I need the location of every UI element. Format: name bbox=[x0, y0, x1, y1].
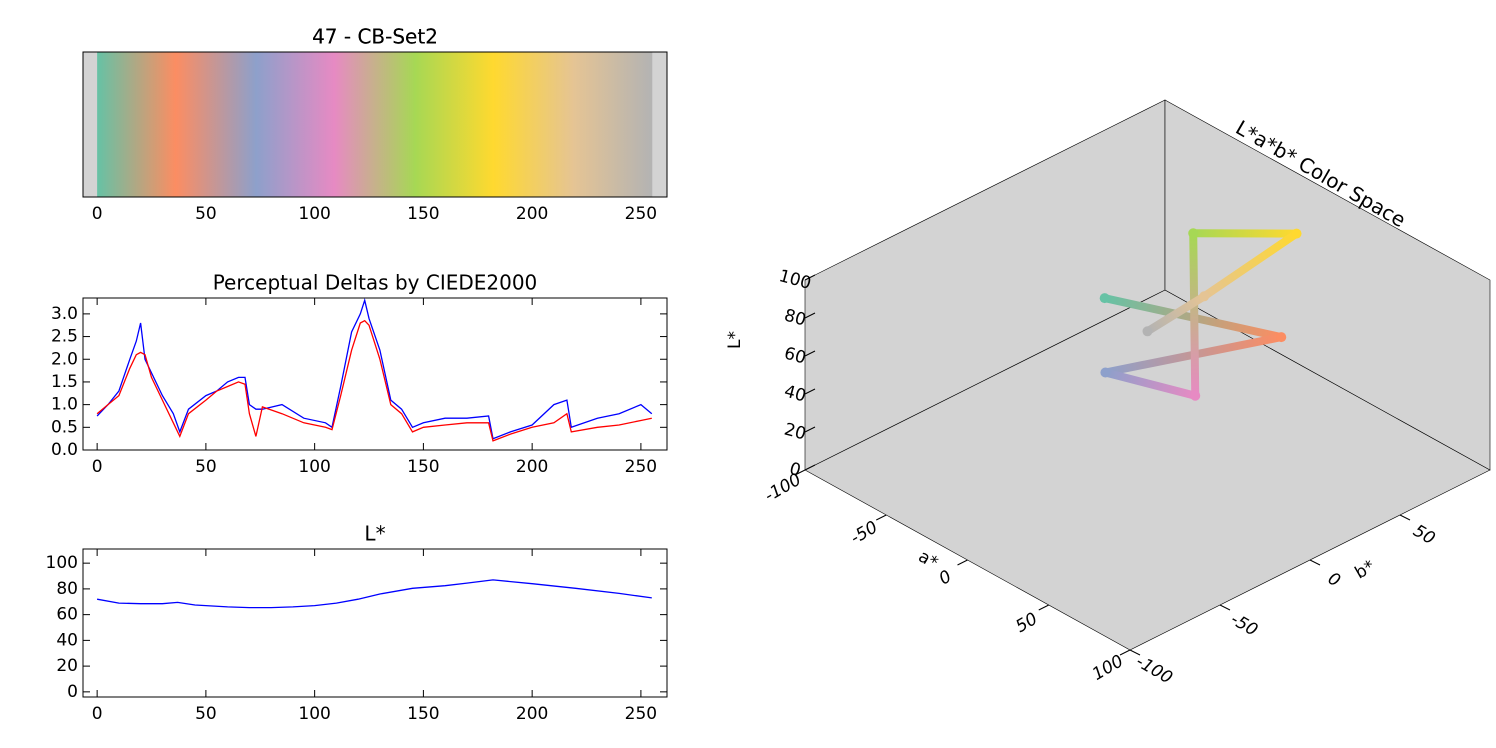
wall-pane bbox=[1164, 99, 1491, 471]
x-tick-label: 0 bbox=[936, 567, 955, 590]
x-tick bbox=[1119, 649, 1131, 656]
x-tick-label: 50 bbox=[195, 457, 217, 477]
x-tick-label: 50 bbox=[1012, 609, 1041, 637]
gradient-segment bbox=[97, 52, 176, 197]
z-tick bbox=[804, 312, 816, 319]
gradient-segment bbox=[414, 52, 494, 197]
x-tick-label: 0 bbox=[92, 204, 103, 224]
y-tick bbox=[1219, 604, 1231, 611]
y-tick-label: 1.0 bbox=[51, 395, 78, 415]
z-tick-label: 40 bbox=[782, 382, 808, 407]
color-point bbox=[1190, 390, 1201, 401]
x-tick-label: 250 bbox=[625, 457, 657, 477]
y-tick-label: 0 bbox=[67, 682, 78, 702]
y-tick-label: 0.0 bbox=[51, 440, 78, 460]
color-point bbox=[1100, 367, 1111, 378]
gradient-segment bbox=[492, 52, 574, 197]
y-axis-label: b* bbox=[1352, 557, 1379, 584]
line-series bbox=[96, 297, 653, 440]
x-tick-label: 200 bbox=[516, 704, 548, 724]
y-tick-label: 2.0 bbox=[51, 349, 78, 369]
x-tick-label: 100 bbox=[1089, 651, 1127, 685]
x-tick bbox=[794, 469, 806, 476]
chart-title: L* bbox=[364, 522, 385, 546]
x-tick-label: -50 bbox=[847, 517, 881, 548]
y-tick-label: 0.5 bbox=[51, 417, 78, 437]
z-tick bbox=[804, 464, 816, 471]
x-tick-label: 50 bbox=[195, 204, 217, 224]
x-tick-label: 250 bbox=[625, 204, 657, 224]
plot-frame bbox=[82, 548, 668, 698]
y-tick bbox=[1399, 514, 1411, 521]
x-tick-label: 150 bbox=[407, 204, 439, 224]
z-tick bbox=[804, 350, 816, 357]
z-tick-label: 0 bbox=[787, 459, 803, 481]
plot-frame bbox=[82, 51, 668, 198]
chart-title: 47 - CB-Set2 bbox=[312, 25, 438, 49]
line-series bbox=[96, 319, 652, 442]
z-tick bbox=[804, 426, 816, 433]
color-point bbox=[1188, 228, 1199, 239]
z-tick-label: 80 bbox=[782, 306, 808, 331]
y-tick-label: 40 bbox=[56, 630, 78, 650]
y-tick-label: 0 bbox=[1324, 569, 1343, 592]
z-tick-label: 100 bbox=[777, 266, 814, 294]
x-tick-label: 100 bbox=[298, 204, 330, 224]
z-tick bbox=[804, 274, 816, 281]
color-point bbox=[1291, 228, 1302, 239]
path-segment bbox=[1200, 229, 1301, 301]
path-segment bbox=[1101, 368, 1200, 400]
x-tick bbox=[1038, 604, 1049, 611]
y-tick-label: -50 bbox=[1227, 609, 1261, 640]
chart-title: 47 - CB-Set2 bbox=[312, 25, 438, 49]
x-tick-label: 200 bbox=[516, 457, 548, 477]
y-tick-label: 80 bbox=[56, 579, 78, 599]
chart-title: Perceptual Deltas by CIEDE2000 bbox=[213, 271, 538, 295]
x-tick-label: 150 bbox=[407, 457, 439, 477]
y-tick-label: 3.0 bbox=[51, 304, 78, 324]
y-tick-label: -100 bbox=[1132, 652, 1175, 689]
x-tick-label: 50 bbox=[195, 704, 217, 724]
line-series bbox=[96, 579, 652, 609]
color-point bbox=[1099, 293, 1110, 304]
y-tick bbox=[1309, 559, 1321, 566]
x-tick-label: 200 bbox=[516, 204, 548, 224]
gradient-segment bbox=[334, 52, 416, 197]
color-point bbox=[1276, 332, 1287, 343]
color-point bbox=[1142, 326, 1153, 337]
z-axis-label: L* bbox=[725, 331, 745, 349]
z-tick-label: 60 bbox=[782, 344, 808, 369]
x-tick-label: 250 bbox=[625, 704, 657, 724]
x-tick-label: 100 bbox=[298, 457, 330, 477]
z-tick bbox=[804, 388, 816, 395]
y-tick-label: 50 bbox=[1410, 521, 1439, 549]
plot-frame bbox=[82, 297, 668, 451]
x-tick-label: 100 bbox=[298, 704, 330, 724]
path-segment bbox=[1143, 292, 1209, 336]
x-axis-label: a* bbox=[915, 547, 941, 574]
y-tick-label: 60 bbox=[56, 605, 78, 625]
y-tick-label: 100 bbox=[46, 553, 78, 573]
y-tick-label: 2.5 bbox=[51, 327, 78, 347]
gradient-segment bbox=[573, 52, 653, 197]
x-tick bbox=[876, 514, 887, 521]
gradient-segment bbox=[255, 52, 335, 197]
x-tick-label: 0 bbox=[92, 704, 103, 724]
y-tick-label: 20 bbox=[56, 656, 78, 676]
x-tick-label: 0 bbox=[92, 457, 103, 477]
x-tick-label: 150 bbox=[407, 704, 439, 724]
gradient-segment bbox=[175, 52, 257, 197]
y-tick bbox=[1129, 649, 1141, 656]
z-tick-label: 20 bbox=[782, 420, 808, 445]
x-tick bbox=[957, 559, 968, 566]
color-point bbox=[1199, 291, 1210, 302]
y-tick-label: 1.5 bbox=[51, 372, 78, 392]
path-segment bbox=[1189, 229, 1200, 400]
